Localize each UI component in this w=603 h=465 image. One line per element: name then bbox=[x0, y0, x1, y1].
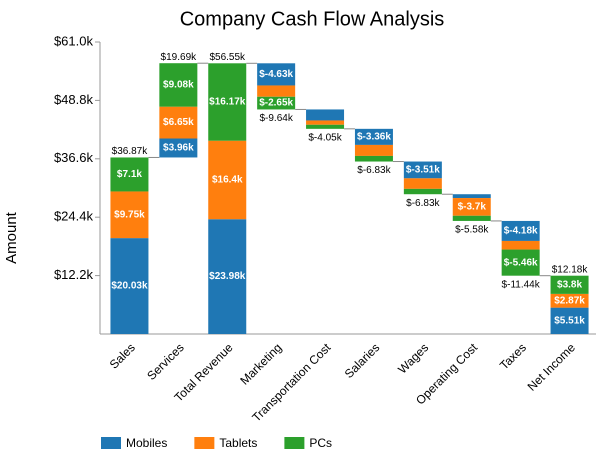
value-label: $-3.36k bbox=[357, 132, 391, 143]
value-label: $16.4k bbox=[212, 175, 243, 186]
bar-segment bbox=[159, 138, 198, 158]
total-label: $36.87k bbox=[112, 146, 149, 157]
bar-segment bbox=[452, 194, 491, 199]
value-label: $3.8k bbox=[557, 279, 582, 290]
bar-segment bbox=[306, 109, 345, 121]
total-label: $12.18k bbox=[552, 264, 589, 275]
bar-segment bbox=[403, 178, 442, 189]
bar-segment bbox=[452, 215, 491, 221]
legend-label: Mobiles bbox=[126, 436, 167, 450]
value-label: $20.03k bbox=[111, 281, 148, 292]
value-label: $-3.51k bbox=[406, 165, 440, 176]
value-label: $-3.7k bbox=[458, 202, 487, 213]
value-label: $9.75k bbox=[114, 209, 145, 220]
bar-segment bbox=[550, 307, 589, 334]
bar-segment bbox=[354, 128, 393, 145]
bar-segment bbox=[208, 140, 247, 220]
bar-segment bbox=[501, 220, 540, 241]
bar-segment bbox=[159, 106, 198, 139]
bar-segment bbox=[306, 120, 345, 125]
value-label: $16.17k bbox=[209, 97, 246, 108]
x-tick-label: Services bbox=[144, 340, 186, 382]
x-tick-label: Net Income bbox=[525, 340, 579, 394]
value-label: $7.1k bbox=[117, 169, 142, 180]
total-label: $-6.83k bbox=[357, 165, 391, 176]
x-tick-label: Salaries bbox=[342, 340, 383, 381]
bar-segment bbox=[306, 124, 345, 129]
y-tick-label: $24.4k bbox=[54, 209, 94, 224]
bar-segment bbox=[110, 238, 149, 334]
total-label: $19.69k bbox=[161, 52, 198, 63]
y-tick-label: $48.8k bbox=[54, 92, 94, 107]
value-label: $-4.63k bbox=[259, 69, 293, 80]
bar-segment bbox=[354, 144, 393, 156]
value-label: $23.98k bbox=[209, 271, 246, 282]
legend-label: PCs bbox=[309, 436, 332, 450]
total-label: $56.55k bbox=[209, 52, 246, 63]
bar-segment bbox=[110, 191, 149, 239]
x-tick-label: Wages bbox=[395, 340, 431, 376]
legend-swatch bbox=[284, 437, 305, 449]
y-tick-label: $12.2k bbox=[54, 267, 94, 282]
bar-segment bbox=[550, 293, 589, 308]
bar-segment bbox=[354, 155, 393, 162]
value-label: $2.87k bbox=[554, 295, 585, 306]
total-label: $-6.83k bbox=[406, 198, 440, 209]
value-label: $-2.65k bbox=[259, 98, 293, 109]
bar-segment bbox=[257, 85, 296, 97]
x-tick-label: Marketing bbox=[237, 340, 284, 387]
total-label: $-5.58k bbox=[455, 225, 489, 236]
value-label: $6.65k bbox=[163, 117, 194, 128]
legend-swatch bbox=[194, 437, 215, 449]
bar-segment bbox=[403, 188, 442, 195]
bar-segment bbox=[452, 198, 491, 216]
bar-segment bbox=[501, 240, 540, 250]
bar-segment bbox=[550, 275, 589, 294]
total-label: $-9.64k bbox=[259, 113, 293, 124]
bar-segment bbox=[159, 63, 198, 107]
total-label: $-4.05k bbox=[308, 132, 342, 143]
x-tick-label: Sales bbox=[107, 340, 138, 371]
chart-title: Company Cash Flow Analysis bbox=[180, 8, 445, 30]
bar-segment bbox=[110, 157, 149, 192]
legend-label: Tablets bbox=[219, 436, 257, 450]
bar-segment bbox=[257, 63, 296, 86]
bar-segment bbox=[257, 96, 296, 110]
legend-swatch bbox=[101, 437, 121, 449]
value-label: $5.51k bbox=[554, 315, 585, 326]
value-label: $-4.18k bbox=[504, 226, 538, 237]
value-label: $-5.46k bbox=[504, 257, 538, 268]
bar-segment bbox=[403, 161, 442, 179]
y-tick-label: $61.0k bbox=[54, 33, 94, 48]
total-label: $-11.44k bbox=[502, 279, 541, 290]
y-tick-label: $36.6k bbox=[54, 150, 94, 165]
x-tick-label: Taxes bbox=[497, 340, 529, 372]
bar-segment bbox=[501, 249, 540, 276]
y-axis-label: Amount bbox=[3, 211, 20, 264]
value-label: $3.96k bbox=[163, 143, 194, 154]
bar-segment bbox=[208, 219, 247, 334]
bar-segment bbox=[208, 63, 247, 141]
value-label: $9.08k bbox=[163, 80, 194, 91]
